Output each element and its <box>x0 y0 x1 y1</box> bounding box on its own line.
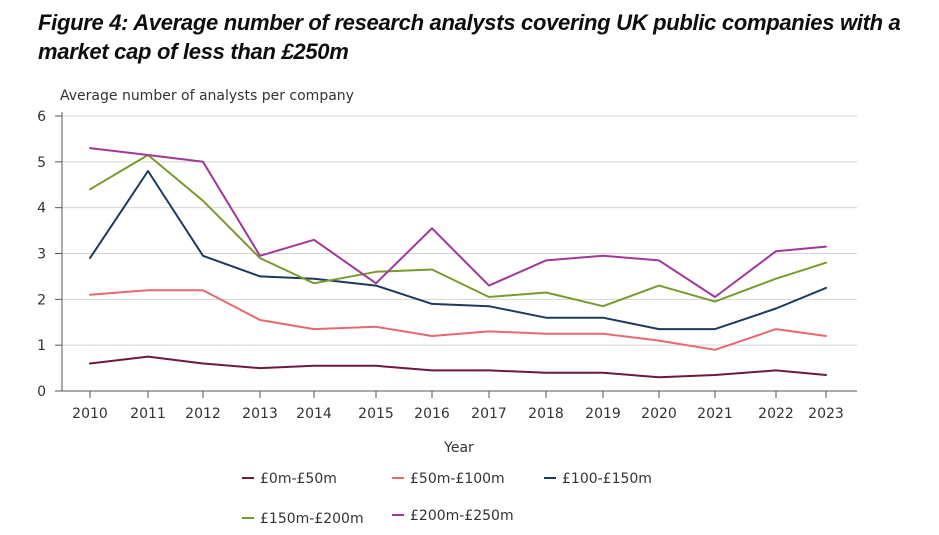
legend-label-5: £200m-£250m <box>410 508 514 524</box>
y-tick-label-3: 3 <box>37 247 46 263</box>
x-tick-label-2010: 2010 <box>72 406 108 422</box>
x-axis-title: Year <box>443 440 474 456</box>
x-tick-label-2014: 2014 <box>296 406 332 422</box>
series-line-3 <box>89 170 827 331</box>
y-tick-label-6: 6 <box>37 109 46 125</box>
x-tick-label-2012: 2012 <box>185 406 221 422</box>
series-line-5 <box>89 147 827 298</box>
x-tick-label-2023: 2023 <box>808 406 844 422</box>
x-tick-label-2017: 2017 <box>471 406 507 422</box>
series-line-1 <box>89 355 827 379</box>
x-tick-label-2011: 2011 <box>130 406 166 422</box>
x-tick-label-2021: 2021 <box>697 406 733 422</box>
legend-label-4: £150m-£200m <box>260 511 364 527</box>
series-line-2 <box>89 289 827 351</box>
y-tick-label-0: 0 <box>37 384 46 400</box>
x-tick-label-2018: 2018 <box>528 406 564 422</box>
y-tick-label-5: 5 <box>37 155 46 171</box>
x-tick-label-2013: 2013 <box>242 406 278 422</box>
x-tick-label-2016: 2016 <box>414 406 450 422</box>
x-tick-label-2022: 2022 <box>758 406 794 422</box>
x-tick-label-2020: 2020 <box>641 406 677 422</box>
series-line-4 <box>89 154 827 308</box>
legend-label-3: £100-£150m <box>562 471 652 487</box>
y-axis-label: Average number of analysts per company <box>60 88 354 104</box>
x-tick-label-2019: 2019 <box>585 406 621 422</box>
y-tick-label-1: 1 <box>37 338 46 354</box>
y-tick-label-4: 4 <box>37 201 46 217</box>
legend-label-2: £50m-£100m <box>410 471 505 487</box>
y-tick-label-2: 2 <box>37 292 46 308</box>
legend-label-1: £0m-£50m <box>260 471 337 487</box>
x-tick-label-2015: 2015 <box>358 406 394 422</box>
figure-title: Figure 4: Average number of research ana… <box>38 10 901 64</box>
